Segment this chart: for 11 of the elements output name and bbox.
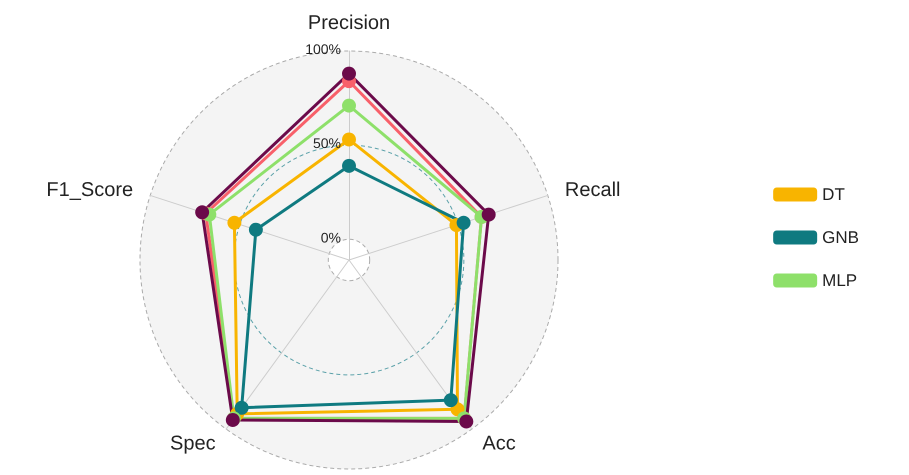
y-tick-label: 100%	[305, 41, 341, 57]
spoke-label: F1_Score	[46, 178, 134, 201]
legend-label: DT	[822, 185, 845, 204]
spoke-label: Spec	[170, 432, 216, 455]
spoke-label: Recall	[564, 178, 620, 201]
legend-label: MLP	[822, 271, 858, 290]
y-tick-label: 0%	[320, 229, 341, 246]
y-tick-label: 50%	[312, 135, 341, 152]
legend-label: GNB	[822, 228, 860, 247]
spoke-label: Precision	[308, 12, 390, 34]
spoke-label: Acc	[482, 432, 516, 455]
